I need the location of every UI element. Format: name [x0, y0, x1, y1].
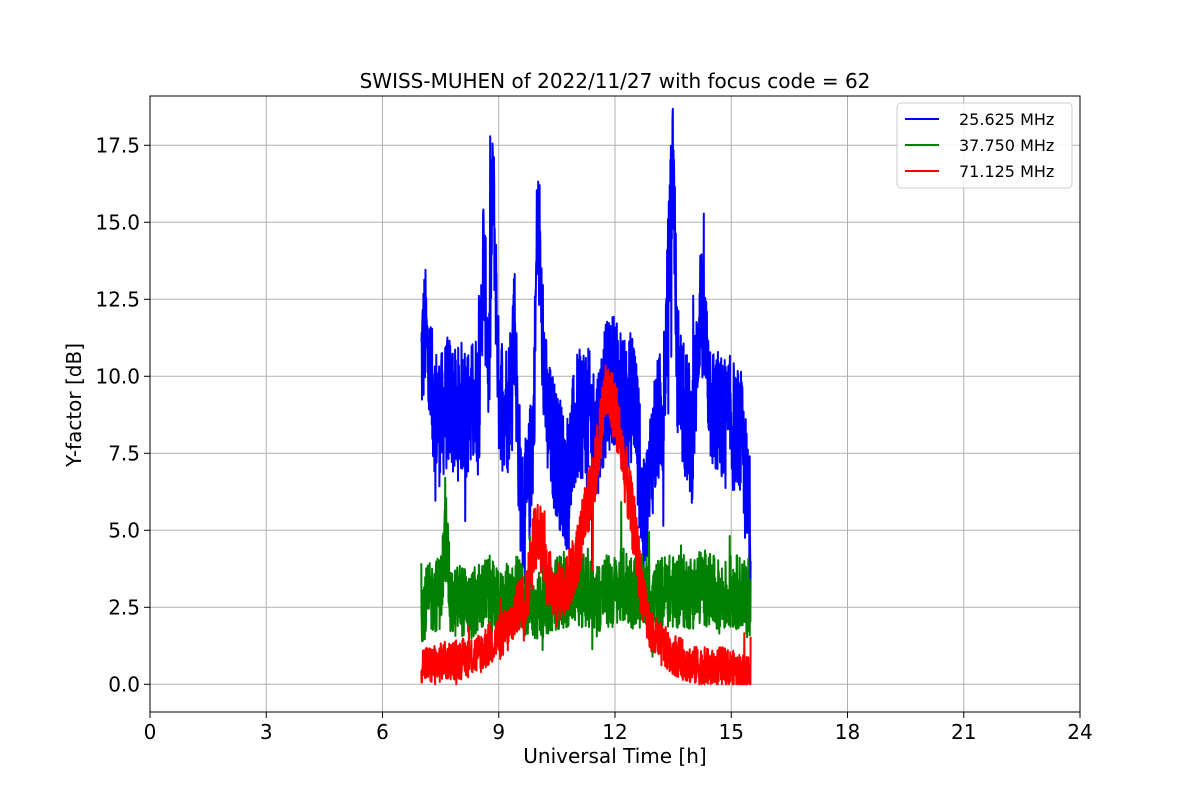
legend-box	[896, 102, 1073, 189]
x-tick-label: 9	[492, 720, 505, 744]
y-tick-label: 7.5	[108, 441, 140, 465]
series-line-1	[420, 107, 752, 611]
x-tick-label: 0	[144, 720, 157, 744]
x-tick-label: 12	[602, 720, 627, 744]
legend: 25.625 MHz 37.750 MHz 71.125 MHz	[896, 102, 1073, 189]
x-tick-label: 21	[951, 720, 976, 744]
y-tick-label: 15.0	[95, 210, 140, 234]
y-tick-label: 5.0	[108, 518, 140, 542]
x-axis-label: Universal Time [h]	[523, 744, 706, 768]
y-tick-label: 17.5	[95, 133, 140, 157]
x-tick-label: 18	[835, 720, 860, 744]
axis-ticks: 0 3 6 9 12 15 18 21 24 0.0 2.5 5.0 7.5 10.0 12.5 15.0 17…	[95, 133, 1092, 744]
legend-label: 71.125 MHz	[959, 162, 1054, 181]
series-line-3	[420, 364, 752, 686]
legend-label: 25.625 MHz	[959, 110, 1054, 129]
x-tick-label: 24	[1067, 720, 1092, 744]
legend-label: 37.750 MHz	[959, 136, 1054, 155]
y-tick-label: 12.5	[95, 287, 140, 311]
y-tick-label: 0.0	[108, 672, 140, 696]
y-tick-label: 2.5	[108, 595, 140, 619]
data-series	[420, 107, 752, 686]
y-tick-label: 10.0	[95, 364, 140, 388]
x-tick-label: 6	[376, 720, 389, 744]
x-tick-label: 3	[260, 720, 273, 744]
y-axis-label: Y-factor [dB]	[62, 343, 86, 468]
x-tick-label: 15	[719, 720, 744, 744]
chart-title: SWISS-MUHEN of 2022/11/27 with focus cod…	[360, 69, 871, 93]
series-line-2	[420, 476, 752, 658]
